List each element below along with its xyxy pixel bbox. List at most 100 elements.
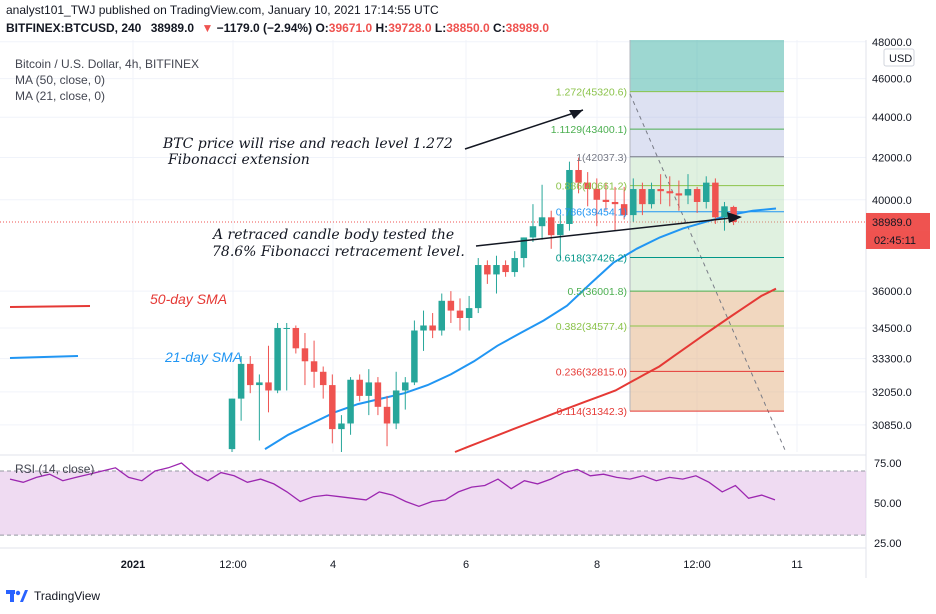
price-tick-label: 34500.0	[872, 323, 912, 335]
candle-body	[274, 327, 281, 391]
candle-body	[265, 382, 272, 391]
fib-trend-line	[629, 93, 786, 451]
fib-level-label: 1.1129(43400.1)	[551, 124, 627, 136]
arrow-fib-extension-head	[569, 110, 583, 119]
candle-body	[420, 325, 427, 331]
fib-level-label: 0.114(31342.3)	[557, 406, 627, 418]
annotations: BTC price will rise and reach level 1.27…	[9, 109, 742, 365]
fib-level-label: 0.886(40661.2)	[556, 181, 627, 193]
candle-body	[557, 223, 564, 236]
publish-text: published on TradingView.com, January 10…	[95, 3, 439, 17]
candle-body	[392, 390, 400, 424]
price-tick-label: 46000.0	[872, 74, 912, 86]
price-axis[interactable]: 48000.0 46000.0 44000.0 42000.0 40000.0 36000…	[865, 37, 930, 578]
tradingview-logo-icon	[6, 589, 28, 603]
legend-ma50[interactable]: MA (50, close, 0)	[15, 73, 106, 87]
symbol-label: BITFINEX:BTCUSD, 240	[6, 21, 142, 35]
label-sma50: 50-day SMA	[150, 291, 227, 307]
candle-body	[657, 189, 664, 192]
currency-box	[883, 48, 915, 67]
last-price: 38989.0	[150, 21, 195, 35]
time-tick-label: 11	[791, 559, 802, 571]
publish-info: analyst101_TWJ published on TradingView.…	[6, 3, 439, 17]
rsi-tick-label: 25.00	[874, 538, 902, 550]
close-label: C:	[492, 21, 506, 35]
candle-body	[465, 308, 473, 318]
candle-body	[319, 371, 327, 386]
fib-level-label: 1.272(45320.6)	[556, 87, 627, 99]
rsi-tick-label: 50.00	[874, 498, 902, 510]
candle-body	[402, 382, 409, 391]
price-tick-label: 32050.0	[872, 387, 912, 399]
chart-title: Bitcoin / U.S. Dollar, 4h, BITFINEX	[15, 57, 200, 71]
candlesticks[interactable]	[228, 157, 737, 452]
rsi-pane: 75.00 50.00 25.00	[0, 454, 902, 550]
candle-body	[246, 363, 254, 386]
tradingview-footer[interactable]: TradingView	[6, 589, 100, 603]
price-tick-label: 48000.0	[872, 37, 912, 49]
time-tick-label: 12:00	[219, 559, 247, 571]
time-tick-label: 6	[463, 559, 469, 571]
price-change: −1179.0 (−2.94%)	[216, 21, 313, 35]
candle-body	[575, 169, 582, 183]
candle-body	[447, 300, 455, 311]
legend-ma21[interactable]: MA (21, close, 0)	[15, 89, 106, 103]
candle-body	[538, 217, 546, 227]
arrow-retrace-head	[727, 212, 742, 223]
candle-body	[529, 226, 537, 238]
arrow-fib-extension	[464, 109, 584, 150]
high-label: H:	[375, 21, 389, 35]
last-price-tag-text: 38989.0	[872, 217, 912, 229]
price-tick-label: 30850.0	[872, 420, 912, 432]
candle-body	[648, 189, 655, 205]
candle-body	[712, 182, 719, 218]
candle-body	[283, 327, 290, 329]
candle-body	[611, 201, 619, 205]
price-gridlines	[0, 40, 866, 452]
symbol-ohlc-bar: BITFINEX:BTCUSD, 240 38989.0 ▼ −1179.0 (…	[6, 21, 549, 35]
rsi-legend[interactable]: RSI (14, close)	[15, 462, 95, 476]
candle-body	[675, 193, 683, 196]
arrow-retrace	[475, 216, 741, 247]
candle-body	[365, 382, 373, 396]
candle-body	[429, 325, 436, 331]
candle-body	[502, 265, 509, 273]
fib-level-label: 0.382(34577.4)	[556, 321, 627, 333]
candle-body	[593, 189, 601, 200]
annotation-retrace-line2: 78.6% Fibonacci retracement level.	[212, 244, 465, 260]
time-tick-label: 2021	[121, 559, 145, 571]
tradingview-brand: TradingView	[34, 589, 101, 603]
candle-body	[493, 265, 500, 275]
candle-body	[547, 217, 555, 236]
time-tick-label: 4	[330, 559, 336, 571]
high-value: 39728.0	[388, 21, 432, 35]
rsi-tick-label: 75.00	[874, 458, 902, 470]
price-tick-label: 40000.0	[872, 195, 912, 207]
rsi-line	[9, 462, 776, 507]
candle-body	[347, 379, 354, 424]
candle-body	[292, 327, 300, 349]
annotation-retrace-line1: A retraced candle body tested the	[211, 227, 454, 243]
countdown-tag-text: 02:45:11	[874, 235, 916, 247]
sma50-line	[454, 287, 777, 453]
fib-level-label: 0.618(37426.2)	[556, 252, 627, 264]
author[interactable]: analyst101_TWJ	[6, 3, 96, 17]
candle-body	[256, 382, 263, 386]
low-value: 38850.0	[446, 21, 490, 35]
legend-line-sma50	[9, 305, 91, 308]
rsi-band	[0, 471, 866, 536]
low-label: L:	[434, 21, 447, 35]
open-value: 39671.0	[328, 21, 373, 35]
candle-body	[620, 204, 628, 216]
candle-body	[237, 363, 245, 399]
annotation-fib-extension-line2: Fibonacci extension	[167, 152, 310, 168]
time-axis[interactable]: 2021 12:00 4 6 8 12:00 11	[0, 547, 866, 571]
candle-body	[338, 423, 345, 430]
candle-body	[639, 189, 646, 205]
fibonacci-zone	[629, 40, 786, 451]
fib-extension-zone	[630, 91, 784, 157]
candle-body	[411, 330, 418, 383]
close-value: 38989.0	[505, 21, 550, 35]
countdown-tag	[866, 230, 930, 249]
